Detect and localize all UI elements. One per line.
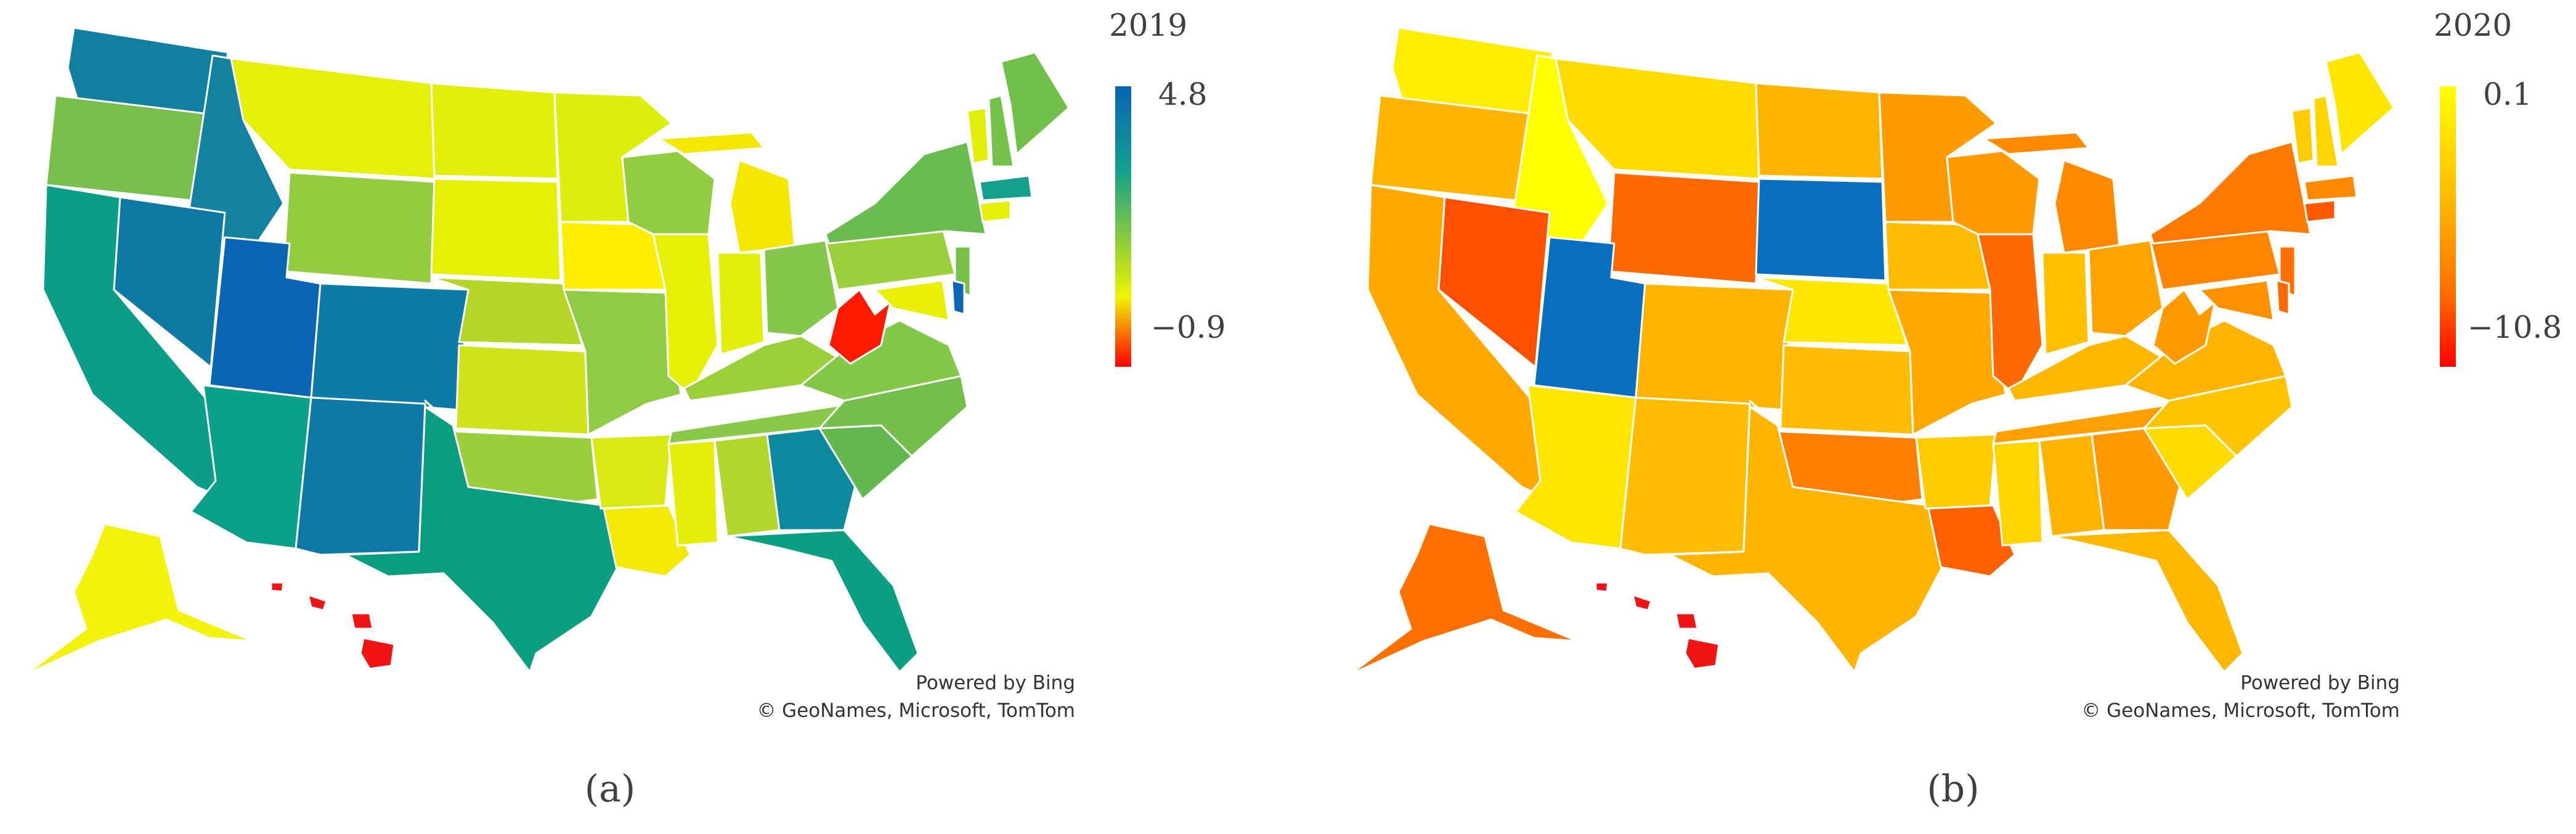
- state-louisiana: [1927, 504, 2016, 578]
- state-florida: [726, 529, 919, 673]
- legend-2020: 2020 0.1 −10.8: [2434, 7, 2562, 367]
- state-ohio: [763, 239, 839, 337]
- state-ohio: [2087, 239, 2164, 337]
- state-south-dakota: [1755, 178, 1887, 282]
- state-maine: [2325, 51, 2395, 155]
- state-florida: [2050, 529, 2244, 673]
- state-michigan-up: [658, 131, 765, 155]
- state-oregon: [45, 94, 211, 202]
- state-maine: [1000, 51, 1070, 155]
- state-vermont: [2291, 107, 2315, 165]
- legend-colorbar-2019: [1115, 86, 1131, 367]
- state-north-dakota: [1755, 82, 1883, 180]
- state-north-dakota: [430, 82, 559, 180]
- state-new-hampshire: [2312, 94, 2339, 168]
- state-texas: [344, 406, 620, 673]
- attribution-b: Powered by Bing © GeoNames, Microsoft, T…: [2081, 672, 2400, 722]
- legend-max-2020: 0.1: [2483, 76, 2532, 112]
- panel-label-b: (b): [1927, 767, 1979, 811]
- state-hawaii: [1595, 581, 1720, 670]
- attribution-line-2: © GeoNames, Microsoft, TomTom: [757, 700, 1075, 722]
- state-massachusetts: [978, 174, 1033, 202]
- attribution-line-1: Powered by Bing: [916, 672, 1075, 694]
- state-michigan: [729, 159, 796, 254]
- state-west-virginia: [827, 288, 892, 365]
- state-south-dakota: [430, 178, 562, 282]
- state-west-virginia: [2152, 288, 2216, 365]
- state-wyoming: [282, 171, 436, 285]
- state-kansas: [1779, 344, 1914, 436]
- map-panel-b: 2020 0.1 −10.8 Powered by Bing © GeoName…: [1348, 7, 2562, 811]
- state-massachusetts: [2303, 174, 2358, 202]
- state-alaska: [1348, 523, 1579, 676]
- state-new-york: [2149, 141, 2312, 245]
- legend-title-2020: 2020: [2434, 7, 2512, 43]
- state-delaware: [2275, 279, 2290, 316]
- state-mississippi: [1992, 439, 2044, 547]
- state-colorado: [310, 282, 469, 411]
- legend-title-2019: 2019: [1109, 7, 1187, 43]
- state-maryland: [2198, 279, 2275, 322]
- state-new-york: [824, 141, 987, 245]
- state-arkansas: [590, 433, 673, 510]
- state-new-mexico: [295, 396, 426, 556]
- state-colorado: [1635, 282, 1794, 411]
- legend-min-2019: −0.9: [1151, 309, 1225, 345]
- attribution-line-1: Powered by Bing: [2240, 672, 2400, 694]
- state-delaware: [951, 279, 965, 316]
- state-wisconsin: [621, 150, 716, 235]
- state-new-mexico: [1619, 396, 1751, 556]
- state-indiana: [717, 251, 765, 356]
- state-new-hampshire: [988, 94, 1015, 168]
- state-connecticut: [978, 199, 1012, 223]
- legend-colorbar-2020: [2440, 86, 2456, 367]
- state-michigan-up: [1983, 131, 2090, 155]
- state-montana: [230, 57, 436, 180]
- state-nebraska: [1755, 276, 1908, 346]
- attribution-line-2: © GeoNames, Microsoft, TomTom: [2081, 700, 2400, 722]
- legend-2019: 2019 4.8 −0.9: [1109, 7, 1225, 367]
- state-louisiana: [603, 504, 691, 578]
- us-map-2020: [1348, 27, 2395, 676]
- state-mississippi: [667, 439, 719, 547]
- state-michigan: [2054, 159, 2121, 254]
- state-connecticut: [2303, 199, 2336, 223]
- state-hawaii: [270, 581, 396, 670]
- state-nebraska: [430, 276, 583, 346]
- state-oregon: [1370, 94, 1535, 202]
- state-kansas: [455, 344, 590, 436]
- state-texas: [1668, 406, 1945, 673]
- panel-label-a: (a): [585, 767, 636, 811]
- state-wyoming: [1607, 171, 1760, 285]
- state-wisconsin: [1946, 150, 2041, 235]
- map-panel-a: 2019 4.8 −0.9 Powered by Bing © GeoNames…: [23, 7, 1225, 811]
- state-indiana: [2041, 251, 2090, 356]
- attribution-a: Powered by Bing © GeoNames, Microsoft, T…: [757, 672, 1075, 722]
- state-maryland: [874, 279, 950, 322]
- state-alaska: [23, 523, 254, 676]
- state-montana: [1554, 57, 1760, 180]
- state-arkansas: [1915, 433, 1997, 510]
- legend-min-2020: −10.8: [2468, 309, 2562, 345]
- us-map-2019: [23, 27, 1070, 676]
- state-vermont: [966, 107, 990, 165]
- legend-max-2019: 4.8: [1158, 76, 1208, 112]
